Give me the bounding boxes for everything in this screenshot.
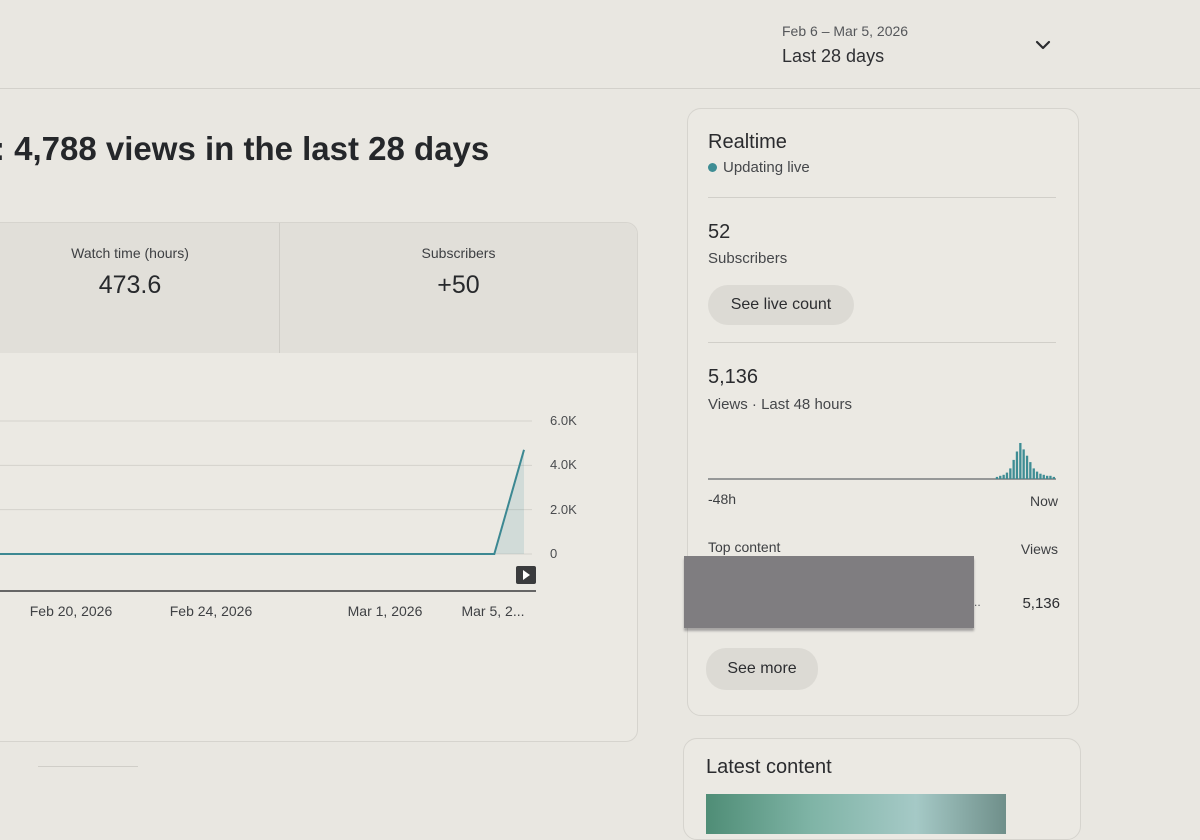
latest-content-card: Latest content [683, 738, 1081, 840]
sparkline-bar [1012, 459, 1015, 479]
sparkline-bar [1035, 471, 1039, 479]
y-tick-label: 2.0K [550, 501, 577, 517]
latest-content-thumbnail[interactable] [706, 794, 1006, 834]
metric-label: Watch time (hours) [71, 245, 189, 261]
sparkline-bar [1049, 475, 1052, 479]
date-range-text: Feb 6 – Mar 5, 2026 [782, 23, 909, 39]
realtime-views-count: 5,136 [708, 366, 759, 388]
section-divider [38, 766, 138, 767]
x-tick-label: Mar 5, 2... [461, 603, 525, 619]
subscriber-count-label: Subscribers [708, 250, 788, 267]
sparkline-bar [1039, 473, 1042, 479]
sparkline-bar [1015, 451, 1019, 479]
sparkline-bar [1009, 468, 1012, 479]
latest-content-title: Latest content [706, 756, 832, 778]
y-tick-label: 0 [550, 546, 558, 561]
subscriber-count: 52 [708, 221, 731, 243]
see-live-count-button[interactable]: See live count [708, 285, 854, 325]
sparkline-bar [1005, 472, 1009, 479]
metric-subscribers[interactable]: Subscribers +50 [280, 223, 637, 353]
sparkline-bar [1052, 476, 1055, 479]
metric-value: +50 [437, 271, 480, 299]
metric-value: 473.6 [98, 271, 162, 299]
top-content-label: Top content [708, 539, 781, 555]
views-line [48, 449, 525, 555]
metric-label: Subscribers [421, 245, 496, 261]
realtime-divider [708, 342, 1056, 343]
live-status: Updating live [708, 159, 810, 176]
date-period-text: Last 28 days [782, 46, 885, 66]
live-dot-icon [708, 163, 717, 172]
sparkline-bar [1019, 443, 1022, 479]
sparkline-bar [1046, 475, 1049, 479]
realtime-views-sparkline [708, 443, 1056, 480]
live-status-text: Updating live [723, 159, 810, 176]
metric-divider [279, 223, 280, 353]
realtime-views-label: Views · Last 48 hours [708, 396, 852, 413]
sparkline-bar [1002, 474, 1005, 479]
date-range-picker[interactable]: Feb 6 – Mar 5, 2026 Last 28 days [770, 14, 1070, 74]
realtime-card: Realtime Updating live 52 Subscribers Se… [684, 108, 1079, 716]
views-column-label: Views [1020, 541, 1058, 557]
x-tick-label: Feb 24, 2026 [169, 603, 253, 619]
chevron-down-icon[interactable] [1032, 34, 1054, 56]
realtime-title: Realtime [708, 131, 787, 153]
views-overview-card: Watch time (hours) 473.6 Subscribers +50 [0, 222, 638, 742]
header-divider [0, 88, 1200, 89]
sparkline-bar [1029, 462, 1032, 479]
sparkline-bar [1022, 449, 1025, 479]
sparkline-start-label: -48h [708, 491, 737, 507]
realtime-divider [708, 197, 1056, 198]
sparkline-bar [995, 476, 999, 479]
metric-watch-time[interactable]: Watch time (hours) 473.6 [0, 223, 279, 353]
x-tick-label: Feb 20, 2026 [29, 603, 113, 619]
y-tick-label: 6.0K [550, 413, 577, 428]
metrics-row: Watch time (hours) 473.6 Subscribers +50 [0, 223, 637, 353]
views-chart [0, 420, 536, 592]
title-truncation: .. [974, 595, 981, 609]
sparkline-bar [1042, 474, 1045, 479]
sparkline-bar [1025, 455, 1029, 479]
play-icon [523, 570, 530, 580]
sparkline-end-label: Now [1029, 493, 1058, 509]
y-tick-label: 4.0K [550, 457, 577, 473]
sparkline-bar [999, 475, 1002, 479]
sparkline-bar [1032, 468, 1035, 479]
x-tick-label: Mar 1, 2026 [347, 603, 423, 619]
top-content-views: 5,136 [1022, 595, 1060, 612]
top-content-thumbnail-redacted[interactable] [684, 556, 974, 628]
page-headline: : 4,788 views in the last 28 days [0, 130, 490, 167]
see-more-button[interactable]: See more [706, 648, 818, 690]
play-button[interactable] [516, 566, 536, 584]
